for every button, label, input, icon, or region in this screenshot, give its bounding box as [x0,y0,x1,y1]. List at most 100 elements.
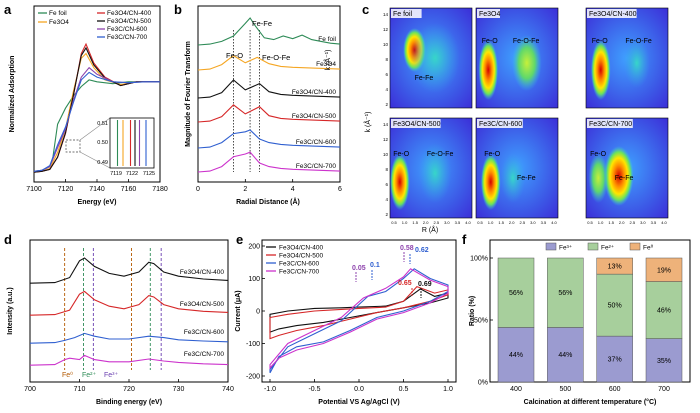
e-peak-label: 0.65 [398,280,412,287]
inset-xtick: 7119 [110,171,122,177]
f-bar-label: 50% [608,303,622,310]
panel-a-ylabel: Normalized Adsorption [9,56,16,133]
c-xtick: 3.0 [640,220,646,225]
b-series-line-2 [197,79,341,99]
panel-letter-c: c [362,2,369,17]
c-map-title: Fe3C/CN-600 [479,121,522,128]
b-series-name-1: Fe3O4 [316,61,336,68]
c-map-title-bg [587,9,637,18]
c-ytick: 8 [385,57,388,62]
e-xtick-label: 0.5 [399,386,409,393]
e-xtick-label: -0.5 [308,386,320,393]
e-peak-label: 0.58 [400,245,414,252]
a-xtick-label: 7100 [26,186,42,193]
b-series-name-5: Fe3C/CN-700 [296,163,336,170]
c-xtick: 2.5 [434,220,440,225]
c-map-title: Fe3O4/CN-500 [393,121,441,128]
c-map-label: Fe-Fe [517,175,536,182]
c-map-5: Fe3C/CN-700 Fe-O Fe-Fe [585,117,669,219]
f-ytick-label: 50% [474,318,488,325]
c-map-blob [478,40,499,100]
c-map-1: Fe3O4 Fe-O Fe-O-Fe [475,7,559,109]
c-xtick: 2.0 [423,220,429,225]
e-ytick-label: 200 [248,244,260,251]
inset-frame [109,117,155,169]
f-bar-label: 44% [509,352,523,359]
f-bar-label: 56% [558,290,572,297]
f-legend-swatch [629,242,641,251]
e-peak-label: 0.1 [370,262,380,269]
c-xtick: 3.0 [444,220,450,225]
f-bar-segment [497,327,535,383]
c-xtick: 1.5 [498,220,504,225]
d-ref-fe2: Fe²⁺ [82,372,97,379]
f-legend-swatch [545,242,557,251]
panel-d-ylabel: Intensity (a.u.) [7,287,14,334]
f-bar-label: 37% [608,357,622,364]
panel-c-wavelet-maps: k (Å⁻¹) k (Å⁻¹) R (Å) Fe foil Fe-Fe 2 4 6 8 10… [323,7,669,234]
a-xtick-label: 7160 [121,186,137,193]
b-xtick-label: 0 [196,186,200,193]
f-xtick-label: 600 [609,386,621,393]
b-series-name-3: Fe3O4/CN-500 [292,113,336,120]
f-legend-swatch [587,242,599,251]
f-bar-label: 35% [657,358,671,365]
c-xtick: 2.5 [520,220,526,225]
legend-fe3c-cn600: Fe3C/CN-600 [107,26,147,33]
panel-a-xlabel: Energy (eV) [78,199,117,206]
e-legend-label: Fe3C/CN-700 [279,269,319,276]
panel-letter-d: d [4,232,12,247]
d-ref-fe0: Fe⁰ [62,371,73,379]
d-series-name-0: Fe3O4/CN-400 [180,269,224,276]
d-xtick-label: 700 [24,386,36,393]
panel-b-frame [197,5,341,183]
f-legend-label: Fe³⁺ [559,245,573,252]
c-map-blob [588,153,609,203]
c-xtick: 4.0 [661,220,667,225]
e-xtick-label: -1.0 [264,386,276,393]
d-ref-fe3: Fe³⁺ [104,372,119,379]
c-xtick: 4.0 [465,220,471,225]
d-series-line-2 [29,332,229,344]
c-ytick: 4 [385,87,388,92]
b-series-name-0: Fe foil [318,36,336,43]
c-ytick: 6 [385,182,388,187]
c-xtick: 1.0 [598,220,604,225]
panel-letter-a: a [4,2,12,17]
panel-e-cv: -1.0 -0.5 0.0 0.5 1.0 -200 -100 0 100 200 Fe3O4/C… [235,239,457,406]
a-xtick-label: 7180 [152,186,168,193]
b-label-fe-o-fe: Fe-O-Fe [262,53,290,62]
panel-d-xps: 700 710 720 730 740 Fe3O4/CN-400 Fe3O4/CN-500… [7,239,234,406]
e-peak-label: 0.62 [415,247,429,254]
d-xtick-label: 740 [222,386,234,393]
c-xtick: 0.5 [587,220,593,225]
f-bar-label: 19% [657,267,671,274]
c-xtick: 3.5 [455,220,461,225]
f-xtick-label: 400 [510,386,522,393]
panel-f-frame [489,239,691,383]
legend-fe3c-cn700: Fe3C/CN-700 [107,34,147,41]
c-xtick: 3.5 [541,220,547,225]
c-xtick: 1.5 [608,220,614,225]
c-xtick: 0.5 [391,220,397,225]
f-bar-segment [645,281,683,339]
c-ytick: 10 [383,42,389,47]
c-xtick: 3.0 [530,220,536,225]
f-bar-label: 56% [509,290,523,297]
c-map-title-bg [477,9,500,18]
c-ytick: 10 [383,152,389,157]
inset-ytick: 0.49 [97,160,108,166]
c-ytick: 14 [383,12,389,17]
c-map-title-bg [391,119,441,128]
c-map-blob [604,146,634,206]
c-map-blob [410,23,460,93]
c-map-label: Fe-Fe [415,75,434,82]
f-bar-label: 46% [657,308,671,315]
d-series-line-1 [29,290,229,316]
c-map-label: Fe-O [484,151,501,158]
panel-b-xlabel: Radial Distance (Å) [236,197,300,206]
c-ylabel: k (Å⁻¹) [363,112,372,133]
f-bar-segment [645,257,683,282]
c-xtick: 1.0 [402,220,408,225]
f-ytick-label: 0% [478,380,488,387]
